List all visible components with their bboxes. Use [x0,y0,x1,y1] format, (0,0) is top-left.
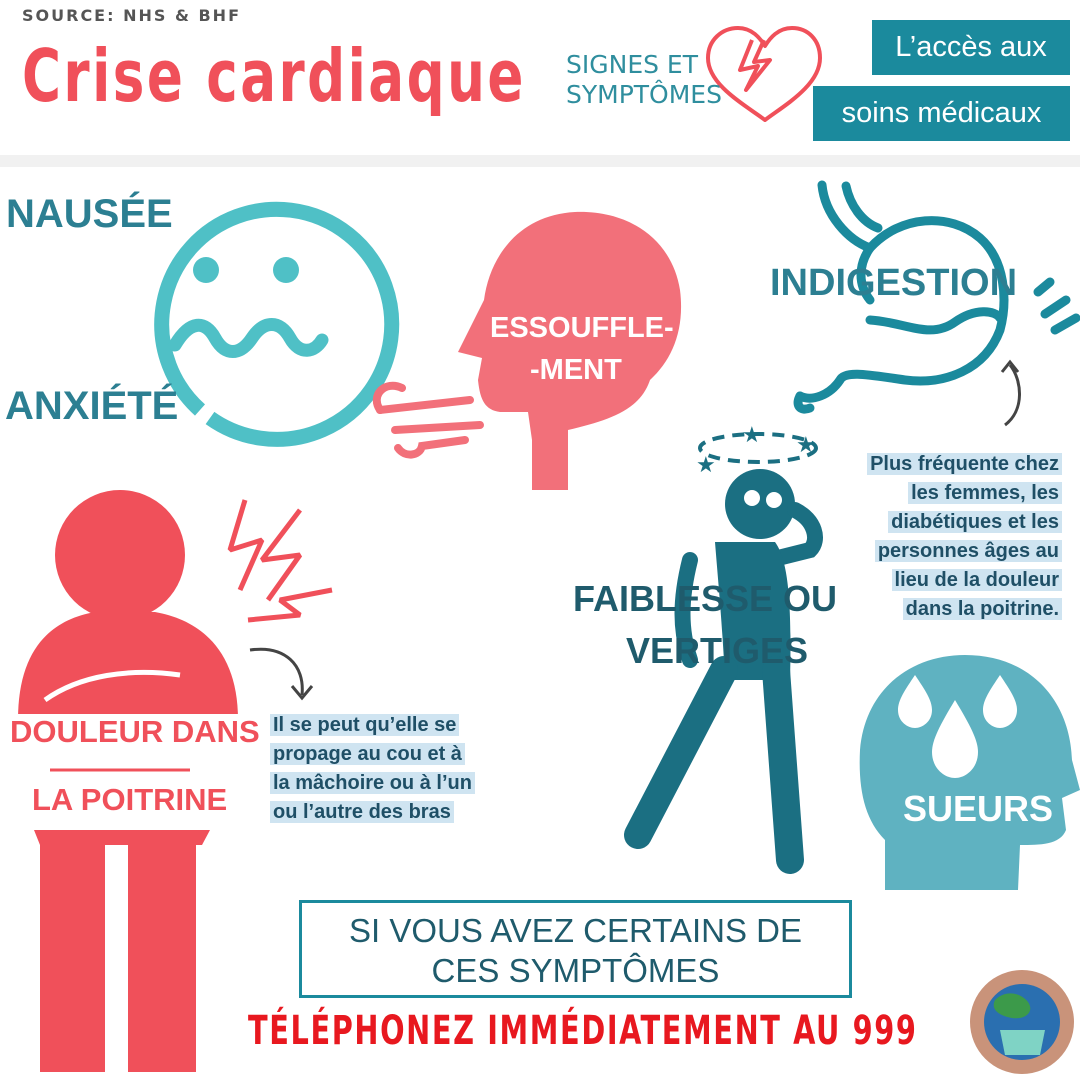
note-women-line: diabétiques et les [888,511,1062,533]
note-women-line: dans la poitrine. [902,598,1062,620]
cta-line2: CES SYMPTÔMES [431,952,720,989]
broken-heart-icon [706,26,822,122]
symptom-chest-pain-line2: LA POITRINE [30,782,230,818]
symptom-chest-pain-line1: DOULEUR DANS [8,714,262,750]
note-spread-line: la mâchoire ou à l’un [270,772,475,794]
curved-arrow-indigestion [1000,359,1021,427]
symptom-anxiety: ANXIÉTÉ [5,384,179,428]
note-women-line: Plus fréquente chez [867,453,1062,475]
symptom-nausea: NAUSÉE [6,192,173,236]
page-title: Crise cardiaque [22,34,526,118]
cta-line1: SI VOUS AVEZ CERTAINS DE [349,912,802,949]
sweat-head-icon [859,655,1080,890]
call-999-text: TÉLÉPHONEZ IMMÉDIATEMENT AU 999 [248,1008,918,1054]
cta-box: SI VOUS AVEZ CERTAINS DE CES SYMPTÔMES [299,900,852,998]
breath-head-icon [372,211,682,490]
access-care-label-line1: L’accès aux [872,20,1070,75]
note-spread-line: ou l’autre des bras [270,801,454,823]
dizzy-person-icon: ★ ★ ★ [624,423,823,874]
note-women-diabetics: Plus fréquente chez les femmes, les diab… [852,450,1062,624]
header-divider [0,155,1080,167]
symptom-sweating: SUEURS [903,788,1054,829]
note-women-line: personnes âges au [874,540,1062,562]
symptom-weakness-line2: VERTIGES [626,630,809,671]
globe-mask-icon [970,970,1074,1074]
note-pain-spread: Il se peut qu’elle se propage au cou et … [270,711,530,827]
nausea-face-icon [154,201,400,447]
symptom-indigestion: INDIGESTION [770,262,1018,304]
symptom-weakness-line1: FAIBLESSE OU [573,578,838,619]
note-women-line: les femmes, les [908,482,1062,504]
chest-pain-person-icon [18,490,333,1072]
symptom-breathlessness-line1: ESSOUFFLE- [490,312,674,344]
note-women-line: lieu de la douleur [891,569,1062,591]
page-subtitle: SIGNES ET SYMPTÔMES [566,50,722,109]
svg-text:★: ★ [796,433,816,458]
svg-text:★: ★ [696,453,716,478]
note-spread-line: Il se peut qu’elle se [270,714,460,736]
access-care-label-line2: soins médicaux [813,86,1070,141]
svg-text:★: ★ [742,423,762,448]
stomach-icon [793,180,1080,414]
source-label: SOURCE: NHS & BHF [22,6,241,25]
note-spread-line: propage au cou et à [270,743,465,765]
curved-arrow-chest [249,647,314,701]
symptom-breathlessness-line2: -MENT [530,354,622,386]
